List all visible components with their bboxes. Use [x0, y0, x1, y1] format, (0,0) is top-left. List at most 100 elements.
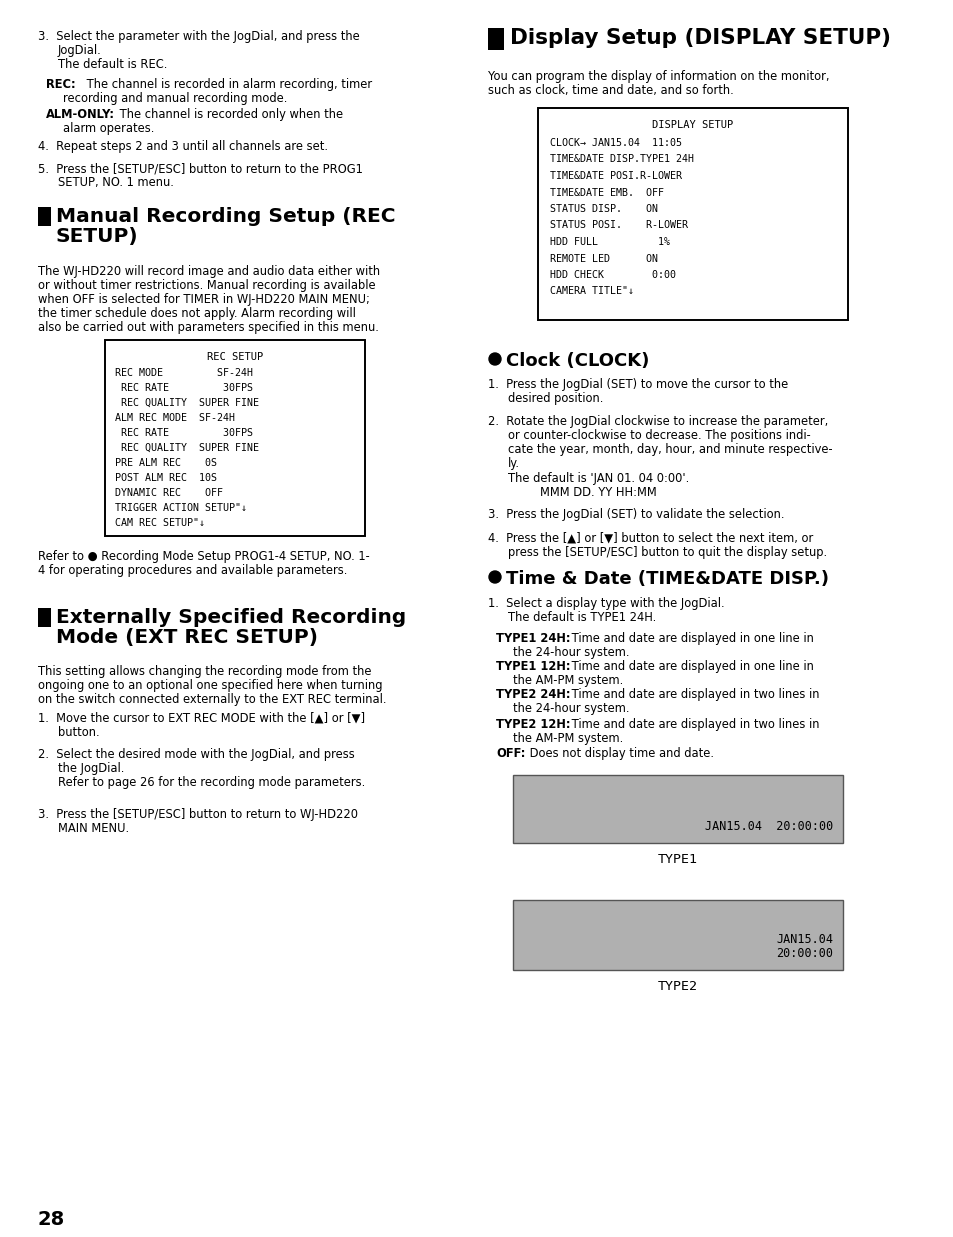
Text: CLOCK→ JAN15.04  11:05: CLOCK→ JAN15.04 11:05 [550, 139, 681, 148]
Text: OFF:: OFF: [496, 747, 525, 760]
Text: 3.  Select the parameter with the JogDial, and press the: 3. Select the parameter with the JogDial… [38, 30, 359, 43]
Text: TYPE2 12H:: TYPE2 12H: [496, 717, 570, 731]
Text: 3.  Press the [SETUP/ESC] button to return to WJ-HD220: 3. Press the [SETUP/ESC] button to retur… [38, 808, 357, 821]
Text: such as clock, time and date, and so forth.: such as clock, time and date, and so for… [488, 84, 733, 96]
Bar [513, 776, 842, 842]
Text: 28: 28 [38, 1210, 65, 1230]
Text: TIME&DATE POSI.R-LOWER: TIME&DATE POSI.R-LOWER [550, 171, 681, 181]
Text: REC QUALITY  SUPER FINE: REC QUALITY SUPER FINE [115, 443, 258, 453]
Text: 1.  Move the cursor to EXT REC MODE with the [▲] or [▼]: 1. Move the cursor to EXT REC MODE with … [38, 713, 365, 725]
Text: The channel is recorded only when the: The channel is recorded only when the [116, 108, 343, 121]
Text: SETUP): SETUP) [56, 228, 138, 246]
Text: TIME&DATE EMB.  OFF: TIME&DATE EMB. OFF [550, 188, 663, 198]
Text: ly.: ly. [507, 456, 519, 470]
Bar [105, 340, 365, 536]
Text: Refer to page 26 for the recording mode parameters.: Refer to page 26 for the recording mode … [58, 776, 365, 789]
Bar [537, 108, 847, 320]
Circle shape [489, 353, 500, 365]
Text: REC QUALITY  SUPER FINE: REC QUALITY SUPER FINE [115, 398, 258, 408]
Text: Mode (EXT REC SETUP): Mode (EXT REC SETUP) [56, 628, 317, 647]
Text: the timer schedule does not apply. Alarm recording will: the timer schedule does not apply. Alarm… [38, 307, 355, 320]
Text: ALM REC MODE  SF-24H: ALM REC MODE SF-24H [115, 413, 234, 423]
Text: JAN15.04: JAN15.04 [775, 933, 832, 946]
Text: alarm operates.: alarm operates. [63, 122, 154, 135]
Circle shape [489, 571, 500, 583]
Text: CAM REC SETUP"↓: CAM REC SETUP"↓ [115, 518, 205, 528]
Text: STATUS POSI.    R-LOWER: STATUS POSI. R-LOWER [550, 220, 687, 230]
Text: button.: button. [58, 726, 99, 738]
Text: SETUP, NO. 1 menu.: SETUP, NO. 1 menu. [58, 176, 173, 189]
Bar [513, 901, 842, 970]
Text: POST ALM REC  10S: POST ALM REC 10S [115, 473, 216, 482]
Text: also be carried out with parameters specified in this menu.: also be carried out with parameters spec… [38, 320, 378, 334]
Text: REC:: REC: [46, 78, 75, 92]
Text: REC RATE         30FPS: REC RATE 30FPS [115, 383, 253, 393]
Text: 1.  Select a display type with the JogDial.: 1. Select a display type with the JogDia… [488, 597, 724, 610]
Text: MMM DD. YY HH:MM: MMM DD. YY HH:MM [539, 486, 656, 499]
Text: The default is REC.: The default is REC. [58, 58, 167, 71]
Text: 3.  Press the JogDial (SET) to validate the selection.: 3. Press the JogDial (SET) to validate t… [488, 508, 783, 521]
Bar [38, 207, 51, 226]
Text: The channel is recorded in alarm recording, timer: The channel is recorded in alarm recordi… [83, 78, 372, 92]
Text: TYPE2: TYPE2 [658, 980, 698, 993]
Text: on the switch connected externally to the EXT REC terminal.: on the switch connected externally to th… [38, 693, 386, 706]
Text: JogDial.: JogDial. [58, 45, 102, 57]
Text: DYNAMIC REC    OFF: DYNAMIC REC OFF [115, 489, 223, 499]
Text: cate the year, month, day, hour, and minute respective-: cate the year, month, day, hour, and min… [507, 443, 832, 456]
Bar [38, 609, 51, 627]
Text: Manual Recording Setup (REC: Manual Recording Setup (REC [56, 207, 395, 226]
Text: The WJ-HD220 will record image and audio data either with: The WJ-HD220 will record image and audio… [38, 265, 379, 278]
Text: Refer to ● Recording Mode Setup PROG1-4 SETUP, NO. 1-: Refer to ● Recording Mode Setup PROG1-4 … [38, 550, 370, 563]
Text: or without timer restrictions. Manual recording is available: or without timer restrictions. Manual re… [38, 280, 375, 292]
Text: 4.  Press the [▲] or [▼] button to select the next item, or: 4. Press the [▲] or [▼] button to select… [488, 532, 812, 546]
Text: This setting allows changing the recording mode from the: This setting allows changing the recordi… [38, 666, 371, 678]
Text: the 24-hour system.: the 24-hour system. [513, 646, 629, 659]
Text: ongoing one to an optional one specified here when turning: ongoing one to an optional one specified… [38, 679, 382, 691]
Text: TYPE1 12H:: TYPE1 12H: [496, 661, 570, 673]
Text: Clock (CLOCK): Clock (CLOCK) [505, 353, 649, 370]
Text: 4.  Repeat steps 2 and 3 until all channels are set.: 4. Repeat steps 2 and 3 until all channe… [38, 140, 328, 153]
Text: TIME&DATE DISP.TYPE1 24H: TIME&DATE DISP.TYPE1 24H [550, 155, 693, 165]
Text: the AM-PM system.: the AM-PM system. [513, 674, 622, 687]
Text: TRIGGER ACTION SETUP"↓: TRIGGER ACTION SETUP"↓ [115, 503, 247, 513]
Text: TYPE1 24H:: TYPE1 24H: [496, 632, 570, 644]
Text: 5.  Press the [SETUP/ESC] button to return to the PROG1: 5. Press the [SETUP/ESC] button to retur… [38, 162, 362, 174]
Text: STATUS DISP.    ON: STATUS DISP. ON [550, 204, 658, 214]
Text: TYPE2 24H:: TYPE2 24H: [496, 688, 570, 701]
Text: Time and date are displayed in two lines in: Time and date are displayed in two lines… [567, 688, 819, 701]
Bar [488, 28, 503, 49]
Text: CAMERA TITLE"↓: CAMERA TITLE"↓ [550, 287, 634, 297]
Text: Externally Specified Recording: Externally Specified Recording [56, 609, 406, 627]
Text: HDD FULL          1%: HDD FULL 1% [550, 238, 669, 247]
Text: PRE ALM REC    0S: PRE ALM REC 0S [115, 458, 216, 468]
Text: the 24-hour system.: the 24-hour system. [513, 703, 629, 715]
Text: Time and date are displayed in one line in: Time and date are displayed in one line … [567, 661, 813, 673]
Text: REC MODE         SF-24H: REC MODE SF-24H [115, 367, 253, 379]
Text: or counter-clockwise to decrease. The positions indi-: or counter-clockwise to decrease. The po… [507, 429, 810, 442]
Text: 20:00:00: 20:00:00 [775, 948, 832, 960]
Text: recording and manual recording mode.: recording and manual recording mode. [63, 92, 287, 105]
Text: DISPLAY SETUP: DISPLAY SETUP [652, 120, 733, 130]
Text: 1.  Press the JogDial (SET) to move the cursor to the: 1. Press the JogDial (SET) to move the c… [488, 379, 787, 391]
Text: HDD CHECK        0:00: HDD CHECK 0:00 [550, 270, 676, 280]
Text: The default is 'JAN 01. 04 0:00'.: The default is 'JAN 01. 04 0:00'. [507, 473, 688, 485]
Text: 2.  Select the desired mode with the JogDial, and press: 2. Select the desired mode with the JogD… [38, 748, 355, 761]
Text: MAIN MENU.: MAIN MENU. [58, 823, 129, 835]
Text: You can program the display of information on the monitor,: You can program the display of informati… [488, 71, 828, 83]
Text: Time & Date (TIME&DATE DISP.): Time & Date (TIME&DATE DISP.) [505, 570, 828, 588]
Text: desired position.: desired position. [507, 392, 602, 404]
Text: JAN15.04  20:00:00: JAN15.04 20:00:00 [704, 820, 832, 833]
Text: 4 for operating procedures and available parameters.: 4 for operating procedures and available… [38, 564, 347, 576]
Text: The default is TYPE1 24H.: The default is TYPE1 24H. [507, 611, 656, 623]
Text: ALM-ONLY:: ALM-ONLY: [46, 108, 115, 121]
Text: the AM-PM system.: the AM-PM system. [513, 732, 622, 745]
Text: 2.  Rotate the JogDial clockwise to increase the parameter,: 2. Rotate the JogDial clockwise to incre… [488, 414, 827, 428]
Text: press the [SETUP/ESC] button to quit the display setup.: press the [SETUP/ESC] button to quit the… [507, 546, 826, 559]
Text: REC RATE         30FPS: REC RATE 30FPS [115, 428, 253, 438]
Text: the JogDial.: the JogDial. [58, 762, 124, 776]
Text: when OFF is selected for TIMER in WJ-HD220 MAIN MENU;: when OFF is selected for TIMER in WJ-HD2… [38, 293, 370, 306]
Text: Time and date are displayed in one line in: Time and date are displayed in one line … [567, 632, 813, 644]
Text: TYPE1: TYPE1 [658, 854, 698, 866]
Text: Time and date are displayed in two lines in: Time and date are displayed in two lines… [567, 717, 819, 731]
Text: REMOTE LED      ON: REMOTE LED ON [550, 254, 658, 263]
